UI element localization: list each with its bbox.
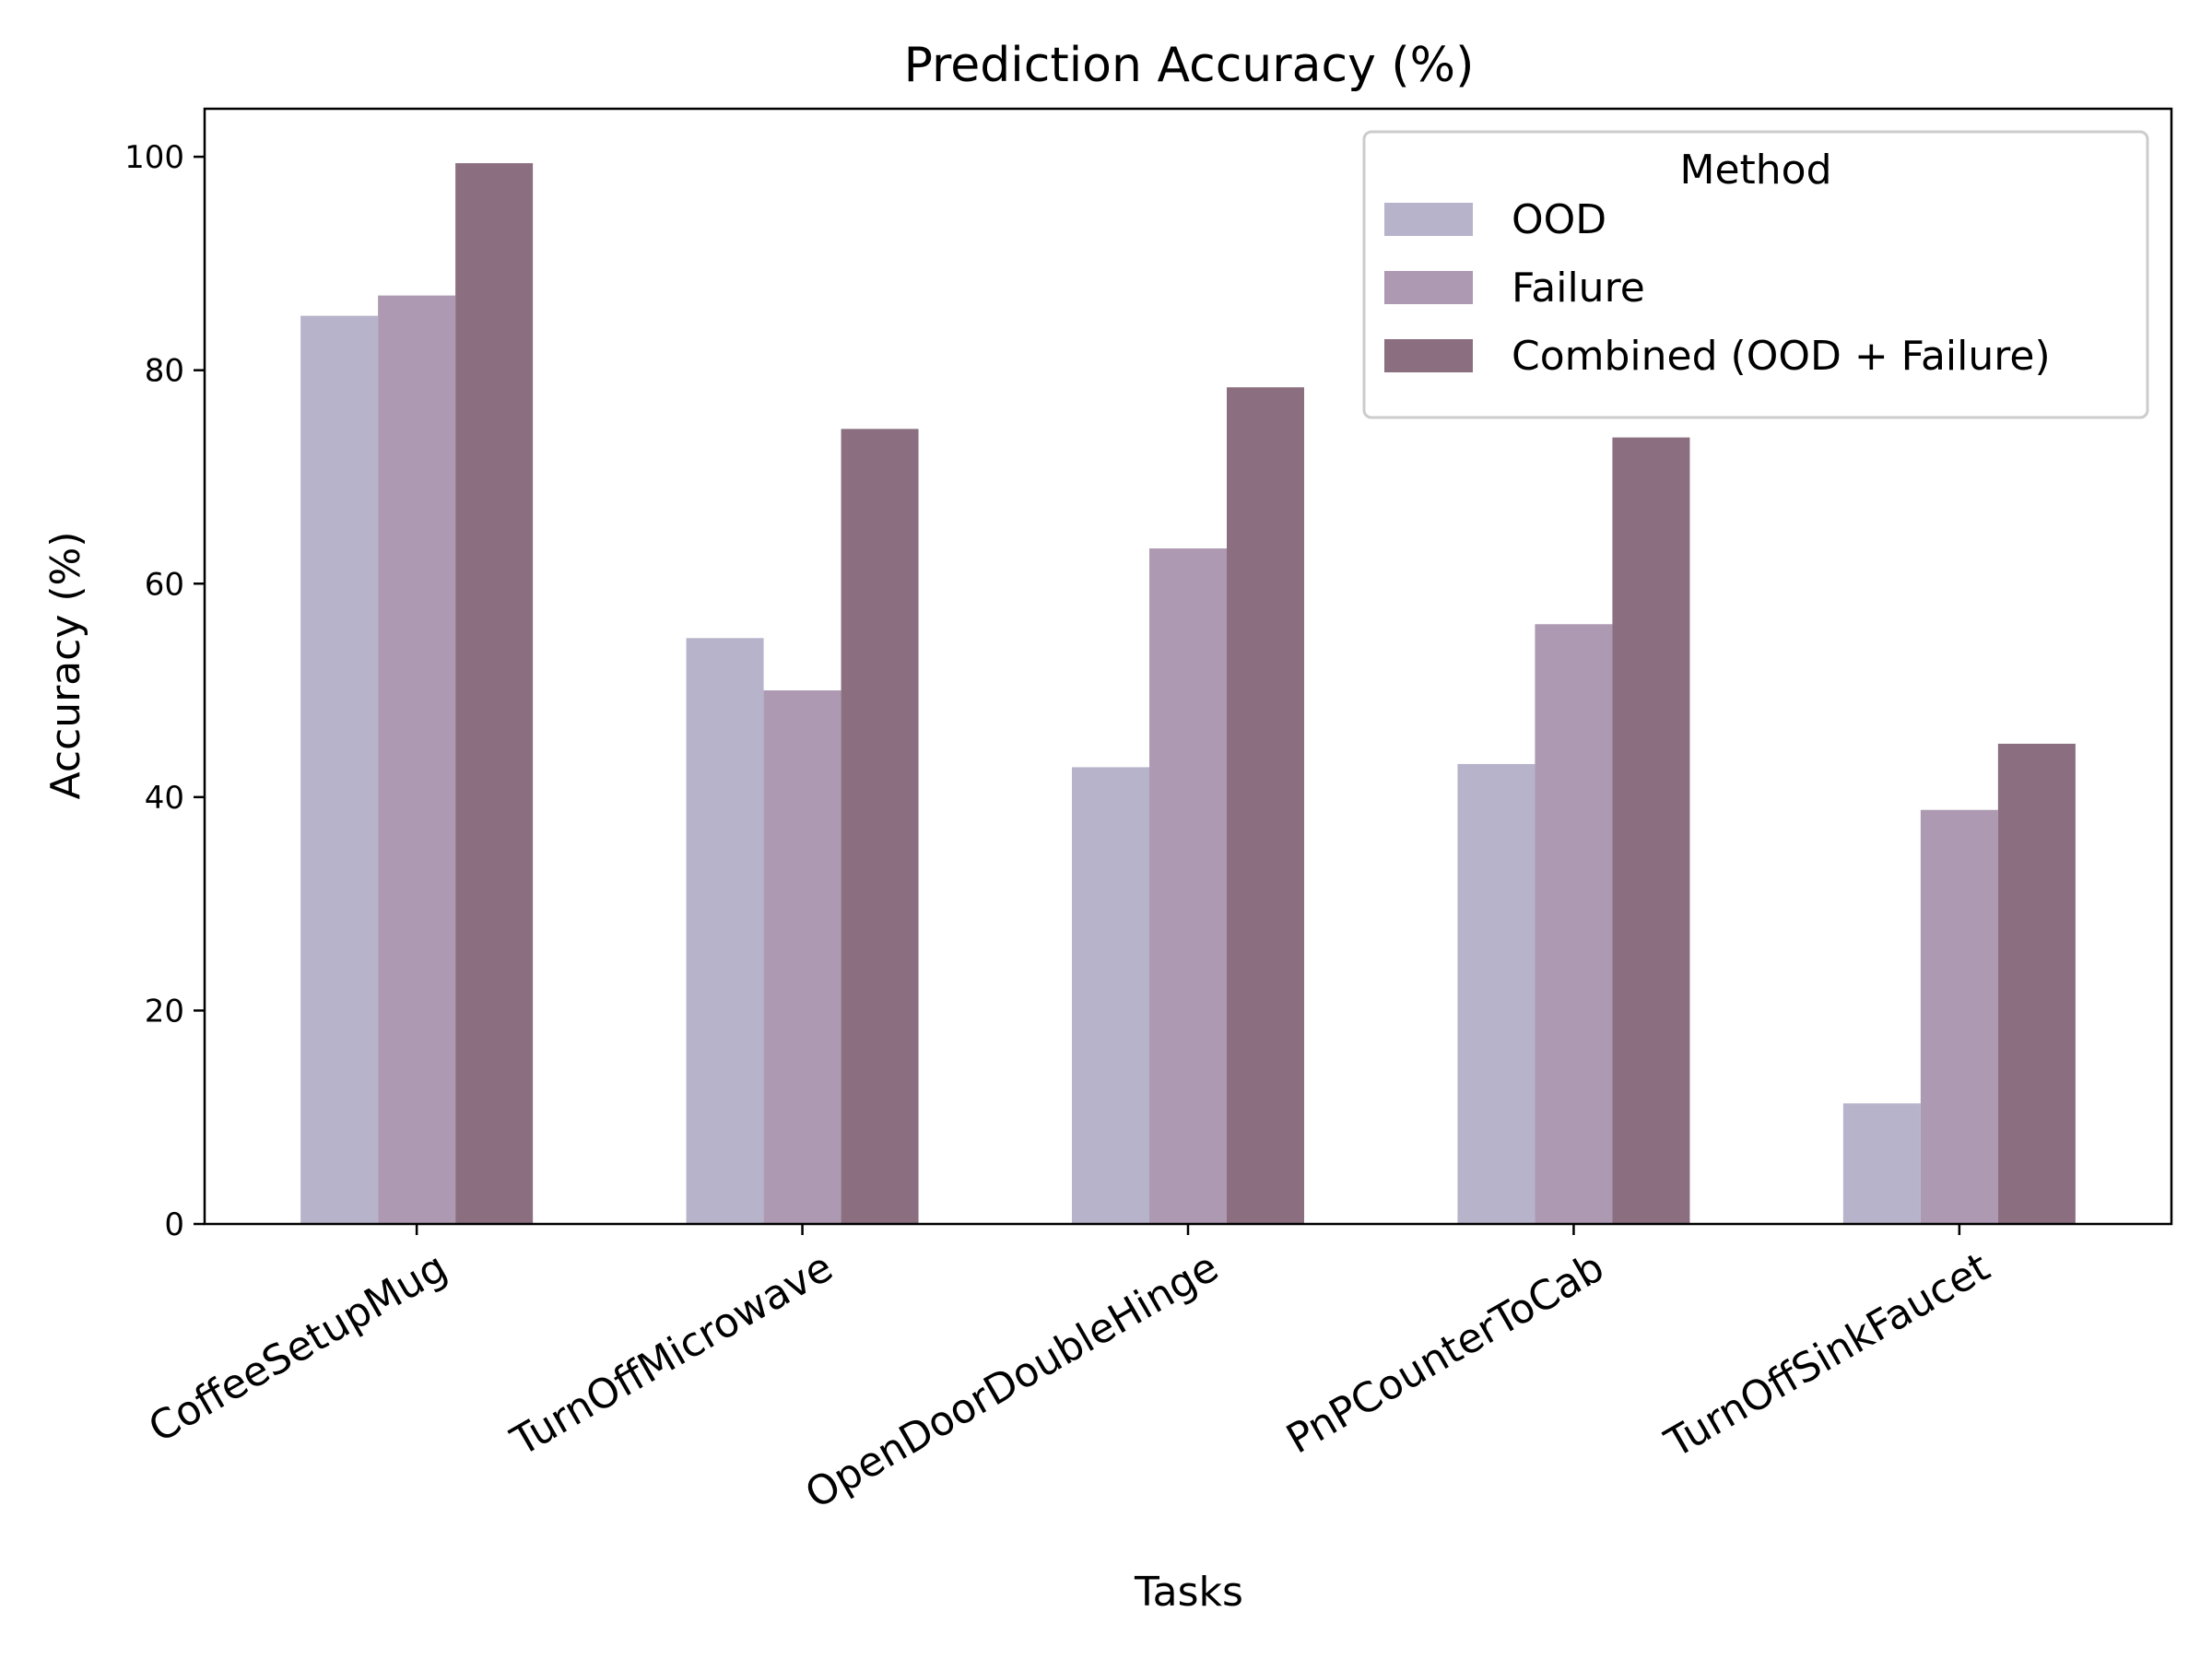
legend-swatch xyxy=(1384,271,1473,304)
legend-swatch xyxy=(1384,339,1473,372)
legend: Method OOD Failure Combined (OOD + Failure… xyxy=(1362,130,2149,419)
x-tick-label: OpenDoorDoubleHinge xyxy=(798,1243,1227,1518)
bar-failure-turnoffsinkfaucet xyxy=(1920,809,1998,1224)
legend-title: Method xyxy=(1679,147,1831,194)
bar-combined-ood-failure-opendoordoublehinge xyxy=(1227,387,1304,1224)
bar-failure-pnpcountertocab xyxy=(1535,624,1613,1224)
bar-failure-coffeesetupmug xyxy=(378,295,456,1224)
y-tick-label: 100 xyxy=(124,139,184,176)
bar-combined-ood-failure-pnpcountertocab xyxy=(1612,437,1690,1224)
x-tick-label: CoffeeSetupMug xyxy=(141,1243,455,1452)
chart-title: Prediction Accuracy (%) xyxy=(904,38,1475,93)
bar-ood-pnpcountertocab xyxy=(1457,763,1535,1224)
y-tick-label: 0 xyxy=(164,1206,184,1243)
legend-items: OOD Failure Combined (OOD + Failure) xyxy=(1384,196,2051,380)
y-tick-label: 60 xyxy=(145,566,184,603)
bar-combined-ood-failure-coffeesetupmug xyxy=(455,163,534,1225)
x-tick-label: PnPCounterToCab xyxy=(1278,1243,1611,1463)
bar-failure-turnoffmicrowave xyxy=(763,690,841,1224)
bar-combined-ood-failure-turnoffmicrowave xyxy=(841,429,919,1224)
y-tick-label: 40 xyxy=(145,780,184,817)
bar-ood-coffeesetupmug xyxy=(300,315,379,1224)
legend-swatch xyxy=(1384,203,1473,236)
x-tick-label: TurnOffSinkFaucet xyxy=(1657,1243,1998,1467)
bar-failure-opendoordoublehinge xyxy=(1149,548,1227,1224)
legend-label: OOD xyxy=(1512,196,1606,243)
bar-ood-turnoffmicrowave xyxy=(686,638,764,1224)
bar-ood-turnoffsinkfaucet xyxy=(1842,1103,1921,1224)
legend-frame xyxy=(1362,130,2149,419)
y-tick-label: 80 xyxy=(145,353,184,390)
legend-label: Failure xyxy=(1512,265,1645,312)
bars-layer xyxy=(300,163,2076,1225)
y-tick-label: 20 xyxy=(145,993,184,1030)
bar-combined-ood-failure-turnoffsinkfaucet xyxy=(1997,743,2076,1224)
y-axis-label: Accuracy (%) xyxy=(42,531,89,799)
bar-ood-opendoordoublehinge xyxy=(1072,767,1149,1224)
legend-label: Combined (OOD + Failure) xyxy=(1512,333,2051,380)
x-tick-label: TurnOffMicrowave xyxy=(503,1243,841,1465)
x-axis-label: Tasks xyxy=(1134,1569,1243,1616)
